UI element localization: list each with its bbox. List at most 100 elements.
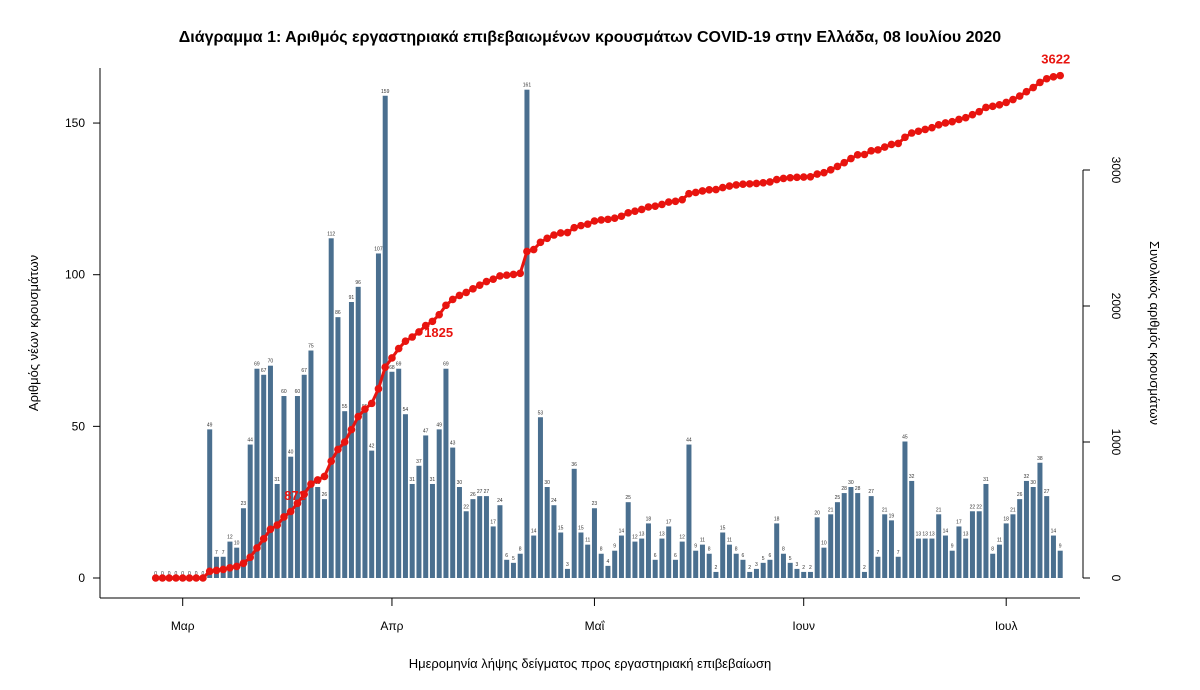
x-tick-label: Απρ [380, 619, 403, 633]
bar-data-label: 11 [585, 538, 590, 544]
cumulative-point [334, 445, 342, 454]
bar-data-label: 0 [181, 571, 184, 577]
left-tick-label: 150 [65, 116, 85, 130]
bar-data-label: 161 [523, 83, 532, 89]
cumulative-point [637, 205, 646, 214]
cumulative-point [678, 195, 686, 204]
bar-data-label: 0 [202, 571, 205, 577]
x-axis-label: Ημερομηνία λήψης δείγματος προς εργαστηρ… [409, 656, 772, 671]
bar-data-label: 27 [868, 489, 874, 495]
cumulative-point [813, 170, 821, 178]
bar-data-label: 20 [814, 510, 820, 516]
bar [396, 368, 402, 578]
bar [855, 493, 861, 578]
bar-data-label: 6 [505, 553, 508, 559]
bar-data-label: 26 [470, 492, 476, 498]
cumulative-point [995, 101, 1004, 109]
bar [463, 511, 469, 578]
cumulative-point [550, 231, 558, 239]
bar-data-label: 18 [774, 516, 780, 522]
bar-data-label: 31 [409, 477, 415, 483]
bar-data-label: 55 [342, 404, 348, 410]
cumulative-point [1002, 98, 1010, 107]
bar [814, 517, 820, 578]
bar-data-label: 27 [1044, 489, 1050, 495]
bar-data-label: 44 [686, 438, 692, 444]
cumulative-point [759, 178, 767, 187]
bar [720, 532, 726, 578]
bar [699, 544, 705, 578]
bar-data-label: 38 [1037, 456, 1043, 462]
bar-data-label: 8 [782, 547, 785, 553]
bar [578, 532, 584, 578]
cumulative-point [259, 535, 268, 543]
bar [990, 553, 996, 578]
bar-data-label: 6 [742, 553, 745, 559]
bar [375, 253, 381, 578]
bar [517, 553, 523, 578]
bar-data-label: 30 [457, 480, 463, 486]
bar-data-label: 31 [983, 477, 989, 483]
cumulative-point [921, 125, 929, 134]
cumulative-point [907, 129, 916, 137]
bar-data-label: 8 [600, 547, 603, 553]
bar-data-label: 13 [659, 532, 665, 538]
cumulative-point [199, 574, 207, 582]
bar-data-label: 15 [578, 526, 584, 532]
bar-data-label: 112 [327, 231, 335, 237]
bar-data-label: 75 [308, 344, 314, 350]
cumulative-point [178, 574, 187, 582]
cumulative-point [590, 217, 599, 225]
bar [888, 520, 894, 578]
x-tick-label: Μαρ [171, 619, 195, 633]
bar [274, 483, 280, 578]
bar-data-label: 6 [674, 553, 677, 559]
bar-data-label: 27 [477, 489, 483, 495]
bar [1010, 514, 1016, 578]
cumulative-point [354, 412, 363, 421]
bar [382, 95, 388, 578]
bar [605, 565, 611, 578]
bar [693, 550, 699, 578]
bar-data-label: 42 [369, 444, 375, 450]
x-ticks: Μαρ Απρ Μαΐ Ιουν Ιουλ [171, 598, 1017, 633]
cumulative-point [928, 123, 936, 132]
bar [672, 559, 678, 578]
cumulative-point [1056, 71, 1064, 80]
bar [537, 417, 543, 578]
bar [510, 562, 516, 578]
cumulative-point [664, 198, 673, 206]
bar [1017, 499, 1023, 578]
bar-data-label: 0 [161, 571, 164, 577]
bar [564, 568, 570, 578]
bar [254, 368, 260, 578]
bar-data-label: 31 [430, 477, 436, 483]
bar [261, 374, 267, 578]
bar-data-label: 26 [1017, 492, 1023, 498]
cumulative-point [320, 472, 329, 481]
cumulative-point [772, 175, 781, 184]
bar [1057, 550, 1063, 578]
cumulative-point [388, 354, 396, 362]
bar [760, 562, 766, 578]
right-tick-label: 1000 [1109, 429, 1123, 456]
bar [807, 571, 813, 578]
bar-data-label: 3 [566, 562, 569, 568]
cumulative-point [367, 399, 376, 408]
bar-data-label: 44 [247, 438, 253, 444]
bar-data-label: 70 [268, 359, 274, 365]
bar [645, 523, 651, 578]
bar [929, 538, 935, 578]
cumulative-point [1015, 92, 1024, 100]
bar [1037, 462, 1043, 578]
cumulative-point [381, 363, 390, 372]
bar [922, 538, 928, 578]
bar-data-label: 24 [497, 498, 503, 504]
bar [429, 483, 435, 578]
left-ticks: 0 50 100 150 [65, 116, 100, 585]
cumulative-point [577, 221, 585, 230]
bar [321, 499, 327, 578]
bar [362, 411, 368, 578]
cumulative-point [982, 103, 990, 112]
cumulative-point [691, 188, 700, 197]
